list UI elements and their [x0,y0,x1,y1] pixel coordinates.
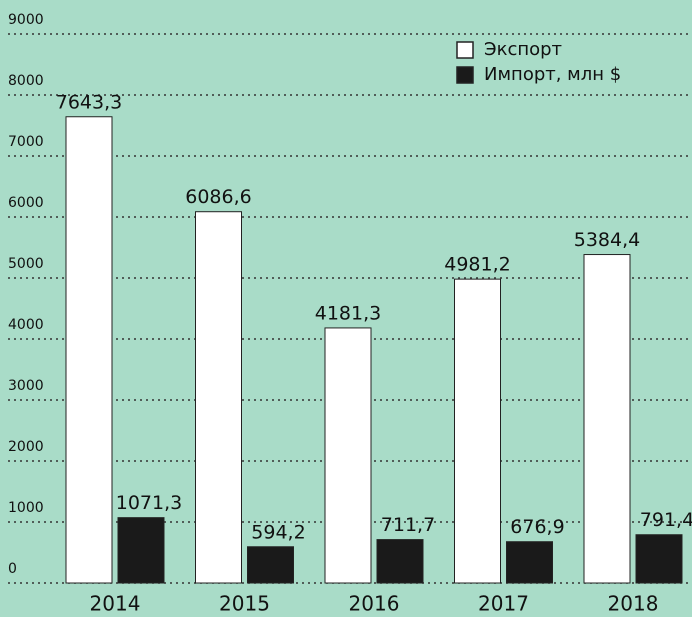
value-label: 594,2 [251,521,305,543]
y-tick-label: 4000 [8,317,44,333]
bar [195,211,242,584]
bar [376,539,424,584]
x-tick-label: 2014 [90,592,141,616]
value-label: 5384,4 [574,229,640,251]
bar [506,541,553,584]
bar [635,534,683,584]
y-tick-label: 8000 [8,73,44,89]
value-label: 4981,2 [444,254,510,276]
legend-label: Экспорт [484,39,562,60]
bar [583,254,631,584]
y-tick-label: 0 [8,561,17,577]
y-tick-label: 3000 [8,378,44,394]
y-tick-label: 7000 [8,134,44,150]
x-tick-label: 2016 [349,592,400,616]
y-tick-label: 5000 [8,256,44,272]
x-tick-label: 2018 [608,592,659,616]
y-tick-label: 6000 [8,195,44,211]
x-tick-label: 2017 [478,592,529,616]
value-label: 6086,6 [185,186,251,208]
bar [324,327,372,584]
x-tick-label: 2015 [219,592,270,616]
bar [117,517,165,584]
legend-swatch [456,66,474,84]
value-label: 711,7 [381,514,435,536]
legend-label: Импорт, млн $ [484,64,621,85]
value-label: 676,9 [510,516,564,538]
bar [65,116,113,584]
legend-swatch [456,41,474,59]
bar [454,278,501,584]
value-label: 4181,3 [315,302,381,324]
value-label: 791,4 [640,509,692,531]
value-label: 7643,3 [56,91,122,113]
value-label: 1071,3 [116,492,182,514]
y-tick-label: 2000 [8,439,44,455]
bar [247,546,294,584]
y-tick-label: 9000 [8,12,44,28]
y-tick-label: 1000 [8,500,44,516]
